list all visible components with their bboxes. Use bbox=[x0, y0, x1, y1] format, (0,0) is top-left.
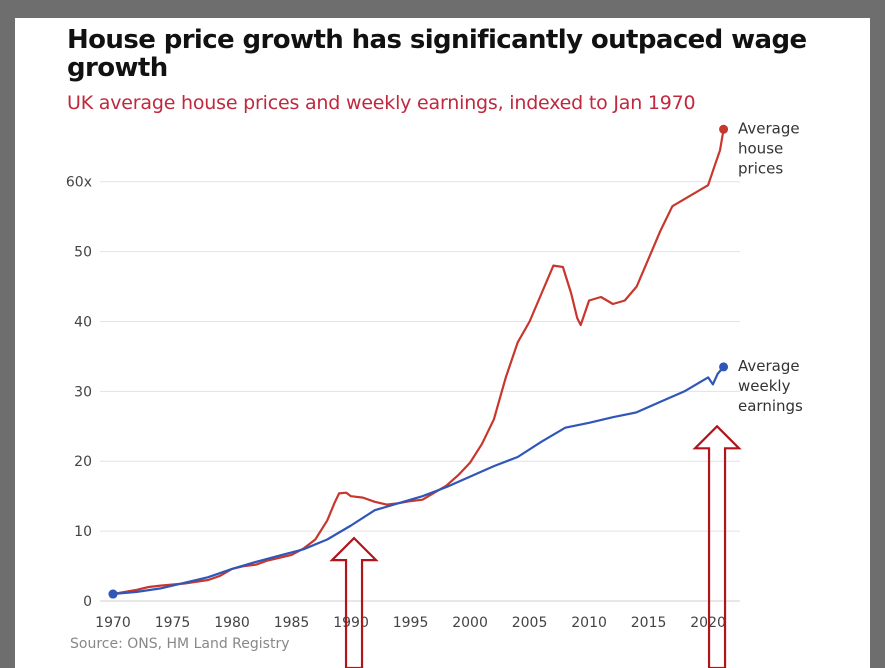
chart-title: House price growth has significantly out… bbox=[67, 25, 807, 83]
earnings-series-label: Average weekly earnings bbox=[738, 357, 803, 415]
y-tick-label: 60x bbox=[66, 175, 92, 191]
chart-card: House price growth has significantly out… bbox=[15, 18, 870, 668]
series-label-line: Average bbox=[738, 357, 800, 375]
x-tick-label: 1995 bbox=[393, 615, 429, 631]
y-tick-label: 30 bbox=[74, 384, 92, 400]
x-tick-label: 2005 bbox=[512, 615, 548, 631]
x-tick-label: 2015 bbox=[631, 615, 667, 631]
y-tick-label: 50 bbox=[74, 245, 92, 261]
house-price-series-label: Average house prices bbox=[738, 119, 800, 177]
series-label-line: prices bbox=[738, 159, 783, 177]
annotation-arrow-2 bbox=[692, 424, 742, 668]
annotation-arrow-1 bbox=[329, 536, 379, 668]
x-tick-label: 1985 bbox=[274, 615, 310, 631]
x-tick-label: 1970 bbox=[95, 615, 131, 631]
grid-lines bbox=[100, 181, 740, 602]
house-price-end-point bbox=[719, 124, 729, 134]
earnings-end-point bbox=[719, 362, 729, 372]
y-tick-label: 10 bbox=[74, 524, 92, 540]
chart-source: Source: ONS, HM Land Registry bbox=[70, 636, 290, 652]
series-label-line: house bbox=[738, 139, 783, 157]
earnings-start-point bbox=[108, 589, 118, 599]
series-labels: Average house prices Average weekly earnings bbox=[738, 119, 803, 415]
y-axis-ticks: 0 10 20 30 40 50 60x bbox=[66, 175, 92, 610]
series-label-line: weekly bbox=[738, 377, 791, 395]
y-tick-label: 0 bbox=[83, 594, 92, 610]
earnings-line bbox=[112, 366, 725, 596]
house-price-line bbox=[112, 129, 725, 596]
x-tick-label: 2010 bbox=[571, 615, 607, 631]
series-lines bbox=[108, 124, 729, 599]
y-tick-label: 40 bbox=[74, 314, 92, 330]
x-tick-label: 1975 bbox=[155, 615, 191, 631]
chart-subtitle: UK average house prices and weekly earni… bbox=[67, 92, 696, 114]
x-tick-label: 1980 bbox=[214, 615, 250, 631]
x-axis-ticks: 1970 1975 1980 1985 1990 1995 2000 2005 2010 2015… bbox=[95, 615, 726, 631]
series-label-line: earnings bbox=[738, 397, 803, 415]
x-tick-label: 2000 bbox=[452, 615, 488, 631]
y-tick-label: 20 bbox=[74, 454, 92, 470]
x-tick-label: 1990 bbox=[333, 615, 369, 631]
annotation-arrows bbox=[329, 424, 742, 668]
series-label-line: Average bbox=[738, 119, 800, 137]
